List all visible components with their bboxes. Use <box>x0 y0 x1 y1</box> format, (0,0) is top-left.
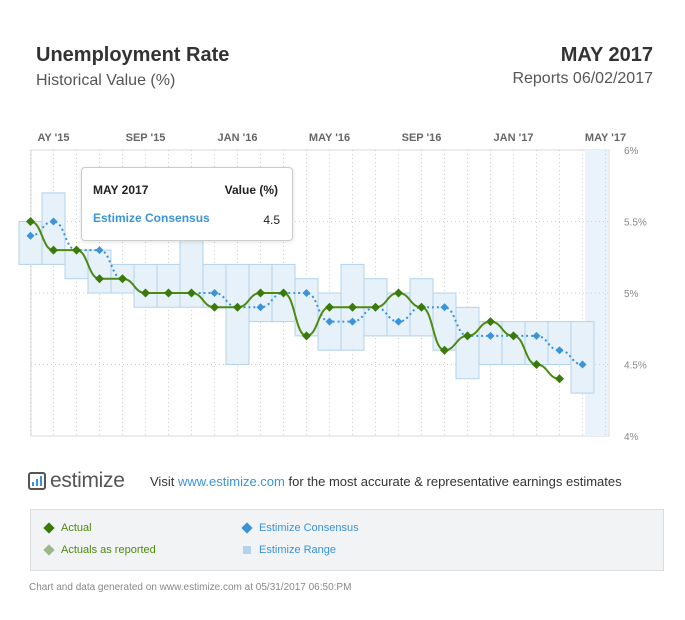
legend-item-actual[interactable]: Actual <box>43 522 92 534</box>
x-tick-label: JAN '17 <box>494 132 534 144</box>
consensus-point <box>532 331 541 340</box>
range-box <box>570 321 595 394</box>
chart-legend: Actual Actuals as reported Estimize Cons… <box>30 509 664 571</box>
actual-point <box>164 288 173 298</box>
x-tick-label: SEP '15 <box>126 132 166 144</box>
actual-point <box>348 302 357 312</box>
actual-point <box>210 302 219 312</box>
actual-point <box>233 302 242 312</box>
y-tick-label: 5% <box>624 289 639 300</box>
actual-point <box>72 245 81 255</box>
actual-point <box>394 288 403 298</box>
y-tick-label: 5.5% <box>624 218 647 229</box>
legend-label-actual: Actual <box>61 522 92 534</box>
actual-point <box>118 274 127 284</box>
tooltip-period: MAY 2017 <box>93 183 149 197</box>
actual-point <box>371 302 380 312</box>
actual-point <box>256 288 265 298</box>
y-tick-label: 4.5% <box>624 361 647 372</box>
actual-point <box>463 331 472 341</box>
consensus-point <box>49 217 58 226</box>
consensus-point <box>302 289 311 297</box>
actual-point <box>279 288 288 298</box>
actual-point <box>302 331 311 341</box>
actual-point <box>187 288 196 298</box>
unemployment-chart[interactable]: 6% 5.5% 5% 4.5% 4% AY '15 SEP '15 JAN '16 MAY '1… <box>0 120 685 455</box>
consensus-point <box>210 289 219 297</box>
consensus-point <box>440 303 449 312</box>
estimize-logo[interactable]: estimize <box>28 469 125 493</box>
footer-note: Chart and data generated on www.estimize… <box>29 582 352 593</box>
tooltip-series-label: Estimize Consensus <box>93 211 210 225</box>
report-date: Reports 06/02/2017 <box>512 70 653 87</box>
range-box <box>455 306 480 380</box>
tooltip-value: 4.5 <box>263 213 280 227</box>
consensus-point <box>555 346 564 355</box>
legend-label-consensus: Estimize Consensus <box>259 522 359 534</box>
x-tick-label: SEP '16 <box>402 132 442 144</box>
actual-point <box>532 360 541 369</box>
x-tick-label: AY '15 <box>38 132 70 144</box>
consensus-point <box>26 231 35 240</box>
actual-point <box>49 245 58 255</box>
actual-point <box>486 317 495 327</box>
actual-point <box>141 288 150 298</box>
consensus-point <box>325 317 334 326</box>
legend-item-actual-reported[interactable]: Actuals as reported <box>43 544 156 556</box>
actual-point <box>325 302 334 312</box>
actual-point <box>95 274 104 284</box>
x-tick-label: MAY '17 <box>585 132 626 144</box>
consensus-point <box>486 331 495 340</box>
legend-item-consensus[interactable]: Estimize Consensus <box>241 522 359 534</box>
chart-tooltip: MAY 2017 Value (%) Estimize Consensus 4.… <box>81 167 293 241</box>
range-box <box>478 321 503 366</box>
range-box <box>386 292 411 337</box>
range-box <box>133 263 158 308</box>
actual-point <box>509 331 518 341</box>
range-box <box>202 263 227 308</box>
chart-title: Unemployment Rate <box>36 44 230 66</box>
actual-point <box>26 217 35 226</box>
green-diamond-icon <box>43 522 55 534</box>
x-tick-label: JAN '16 <box>218 132 258 144</box>
legend-item-range[interactable]: Estimize Range <box>243 544 336 556</box>
y-tick-label: 4% <box>624 432 639 443</box>
chart-subtitle: Historical Value (%) <box>36 72 176 89</box>
x-tick-label: MAY '16 <box>309 132 350 144</box>
consensus-point <box>394 317 403 326</box>
blue-diamond-icon <box>241 522 253 534</box>
consensus-point <box>348 317 357 326</box>
legend-label-actual-reported: Actuals as reported <box>61 544 156 556</box>
actual-point <box>555 374 564 384</box>
consensus-point <box>256 303 265 312</box>
estimize-logo-text: estimize <box>50 469 125 492</box>
legend-label-range: Estimize Range <box>259 544 337 556</box>
range-box <box>156 263 181 308</box>
range-box <box>547 321 572 366</box>
visit-prefix: Visit <box>150 474 175 489</box>
range-box <box>225 263 250 365</box>
visit-suffix: for the most accurate & representative e… <box>288 474 622 489</box>
actual-point <box>417 302 426 312</box>
report-period: MAY 2017 <box>560 44 653 66</box>
tooltip-value-header: Value (%) <box>224 183 278 197</box>
estimize-link[interactable]: www.estimize.com <box>177 474 285 489</box>
visit-text: Visit www.estimize.com for the most accu… <box>150 474 622 489</box>
consensus-point <box>578 360 587 369</box>
blue-square-icon <box>243 546 251 554</box>
y-tick-label: 6% <box>624 146 639 157</box>
estimize-logo-icon <box>28 472 46 490</box>
pale-green-diamond-icon <box>43 544 55 556</box>
consensus-point <box>95 246 104 255</box>
actual-point <box>440 345 449 355</box>
